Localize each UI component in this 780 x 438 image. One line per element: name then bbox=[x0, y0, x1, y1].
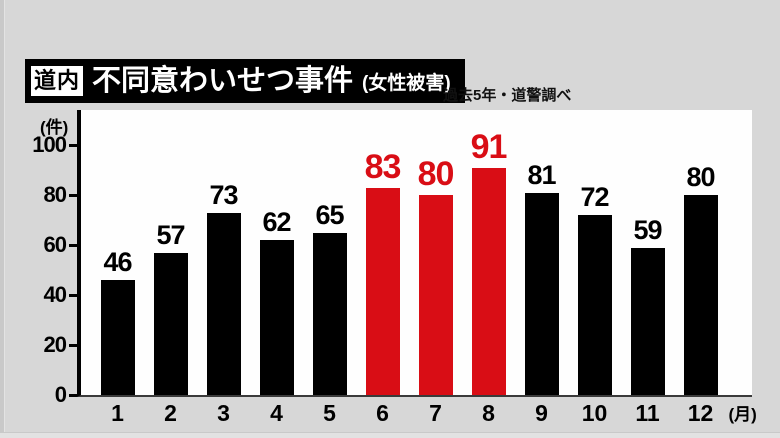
x-axis-label-month-2: 2 bbox=[164, 400, 177, 426]
x-axis-label-month-5: 5 bbox=[323, 400, 336, 426]
x-axis-label-month-9: 9 bbox=[535, 400, 548, 426]
x-axis-label-month-1: 1 bbox=[111, 400, 124, 426]
bar-month-11 bbox=[630, 247, 665, 395]
y-axis-tick-20 bbox=[69, 343, 77, 347]
bar-value-label-month-5: 65 bbox=[315, 199, 344, 230]
y-axis-tick-80 bbox=[69, 193, 77, 197]
plot-area: 46 57 73 62 65 83 80 91 81 72 59 80 bbox=[77, 110, 752, 397]
bar-month-1 bbox=[100, 280, 135, 395]
bar-month-8 bbox=[471, 167, 506, 395]
bar-value-label-month-2: 57 bbox=[156, 219, 185, 250]
y-axis-tick-100 bbox=[69, 143, 77, 147]
bar-value-label-month-9: 81 bbox=[527, 159, 556, 190]
bar-month-9 bbox=[524, 192, 559, 395]
screen-edge-left bbox=[0, 0, 5, 438]
y-axis-label-60: 60 bbox=[43, 232, 67, 257]
bar-value-label-month-7: 80 bbox=[417, 155, 455, 193]
x-axis-label-month-10: 10 bbox=[581, 400, 608, 426]
y-axis-label-80: 80 bbox=[43, 182, 67, 207]
bar-month-12 bbox=[683, 195, 718, 395]
bar-month-7 bbox=[418, 195, 453, 395]
source-note: 過去5年・道警調べ bbox=[443, 87, 572, 104]
bar-value-label-month-10: 72 bbox=[580, 182, 609, 212]
bar-month-3 bbox=[206, 212, 241, 395]
y-axis-tick-0 bbox=[69, 393, 77, 397]
x-axis-label-month-4: 4 bbox=[270, 400, 283, 426]
y-axis-label-100: 100 bbox=[32, 132, 67, 157]
y-axis-unit-label: (件) bbox=[40, 118, 69, 137]
bar-value-label-month-6: 83 bbox=[364, 147, 402, 186]
chart-title: 不同意わいせつ事件 bbox=[92, 64, 354, 97]
x-axis-label-month-8: 8 bbox=[482, 400, 495, 426]
bar-month-5 bbox=[312, 232, 347, 395]
x-axis-label-month-7: 7 bbox=[429, 400, 442, 426]
bar-value-label-month-11: 59 bbox=[633, 214, 662, 245]
y-axis-tick-40 bbox=[69, 293, 77, 297]
chart-subtitle: (女性被害) bbox=[362, 72, 451, 94]
y-axis-label-0: 0 bbox=[54, 382, 67, 407]
region-badge: 道内 bbox=[31, 66, 84, 96]
chart-title-bar: 道内 不同意わいせつ事件 (女性被害) bbox=[25, 59, 465, 103]
bar-month-10 bbox=[577, 215, 612, 395]
x-axis-label-month-12: 12 bbox=[687, 400, 714, 426]
bar-value-label-month-4: 62 bbox=[262, 207, 291, 237]
bar-month-4 bbox=[259, 240, 294, 395]
y-axis-label-20: 20 bbox=[43, 332, 67, 357]
y-axis-label-40: 40 bbox=[43, 282, 67, 307]
bar-value-label-month-3: 73 bbox=[209, 179, 238, 210]
bar-month-6 bbox=[365, 187, 400, 395]
x-axis-label-month-11: 11 bbox=[635, 400, 660, 426]
bar-value-label-month-8: 91 bbox=[470, 127, 508, 166]
x-axis-label-month-6: 6 bbox=[376, 400, 389, 426]
bar-value-label-month-1: 46 bbox=[103, 247, 132, 277]
x-axis-unit-label: (月) bbox=[728, 405, 757, 424]
screen-edge-bottom bbox=[0, 432, 780, 438]
bar-value-label-month-12: 80 bbox=[686, 162, 715, 192]
bar-month-2 bbox=[153, 252, 188, 395]
y-axis-tick-60 bbox=[69, 243, 77, 247]
x-axis-label-month-3: 3 bbox=[217, 400, 230, 426]
